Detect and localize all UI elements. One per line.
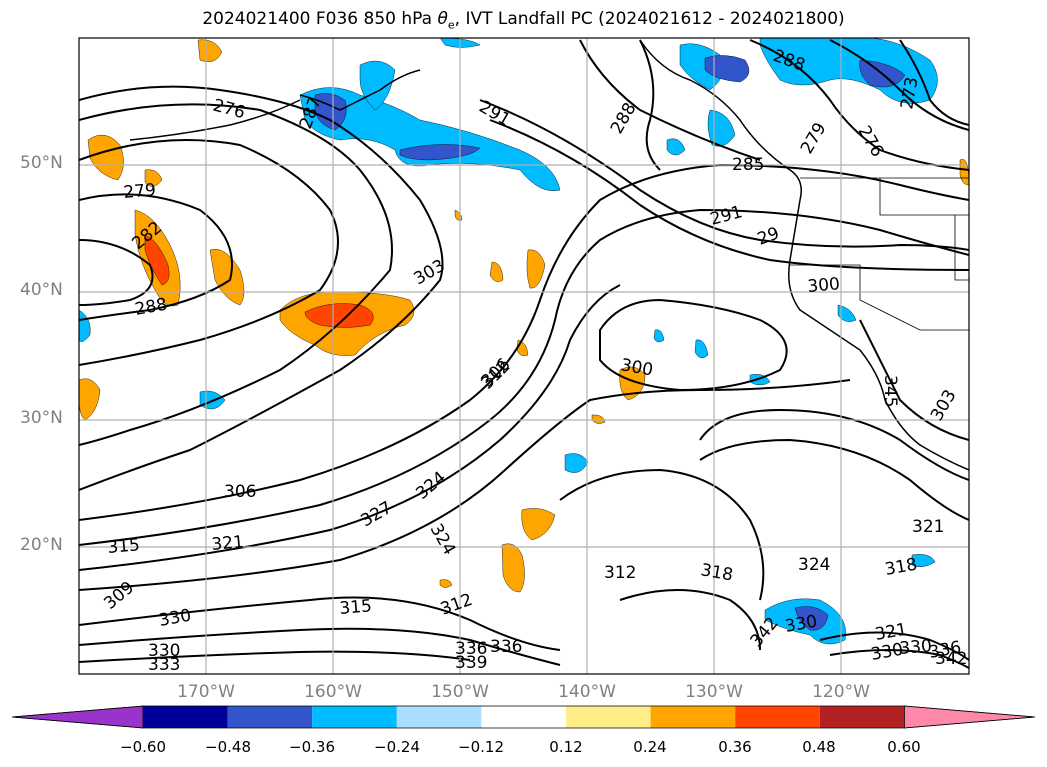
colorbar-box: [312, 706, 397, 728]
colorbar-extend-low: [11, 705, 144, 729]
coastlines: [129, 39, 969, 471]
colorbar-box: [819, 706, 905, 728]
lon-label: 120°W: [812, 682, 870, 702]
colorbar-box: [227, 706, 313, 728]
colorbar-tick: 0.24: [633, 738, 667, 756]
contour-label: 342: [935, 649, 967, 669]
contour-label: 333: [148, 655, 180, 675]
lon-label: 150°W: [431, 682, 489, 702]
lon-label: 170°W: [177, 682, 235, 702]
lon-label: 140°W: [558, 682, 616, 702]
plot-frame: [78, 37, 970, 675]
contour-label: 330: [899, 636, 933, 659]
colorbar-tick: −0.36: [289, 738, 335, 756]
colorbar-tick: −0.48: [205, 738, 251, 756]
contour-label: 321: [912, 517, 944, 537]
colorbar-tick: 0.48: [802, 738, 836, 756]
colorbar-outline: [11, 705, 1036, 729]
theta-e-contours: [79, 39, 969, 669]
contour-label: 324: [798, 555, 830, 575]
colorbar-box: [650, 706, 736, 728]
gridlines: [79, 38, 969, 674]
contour-label: 306: [224, 482, 256, 502]
colorbar-box: [396, 706, 482, 728]
colorbar-extend-high: [904, 705, 1036, 729]
borders: [790, 177, 969, 331]
colorbar: [11, 705, 1036, 729]
contour-label: 312: [604, 563, 636, 583]
contour-label: 315: [107, 535, 141, 558]
contour-label: 285: [732, 155, 764, 175]
colorbar-tick: 0.12: [549, 738, 583, 756]
colorbar-box: [566, 706, 651, 728]
contour-label: 315: [339, 596, 373, 619]
colorbar-box: [481, 706, 566, 728]
contour-label: 339: [455, 653, 487, 673]
lat-label: 30°N: [20, 408, 63, 428]
lat-label: 50°N: [20, 153, 63, 173]
contour-label: 279: [123, 180, 157, 203]
lon-label: 160°W: [304, 682, 362, 702]
colorbar-tick: 0.36: [718, 738, 752, 756]
colorbar-box: [143, 706, 228, 728]
contour-label: 321: [211, 532, 245, 555]
contour-label: 345: [880, 375, 900, 407]
colorbar-tick: 0.60: [887, 738, 921, 756]
contour-label: 330: [148, 641, 180, 661]
map-title: 2024021400 F036 850 hPa θe, IVT Landfall…: [202, 9, 845, 32]
colorbar-box: [735, 706, 820, 728]
colorbar-tick: −0.24: [374, 738, 420, 756]
colorbar-tick: −0.60: [120, 738, 166, 756]
lat-label: 40°N: [20, 280, 63, 300]
contour-label: 336: [490, 637, 522, 657]
lat-label: 20°N: [20, 535, 63, 555]
colorbar-tick: −0.12: [458, 738, 504, 756]
contour-label: 336: [455, 639, 487, 659]
lon-label: 130°W: [685, 682, 743, 702]
contour-label: 300: [807, 274, 841, 297]
